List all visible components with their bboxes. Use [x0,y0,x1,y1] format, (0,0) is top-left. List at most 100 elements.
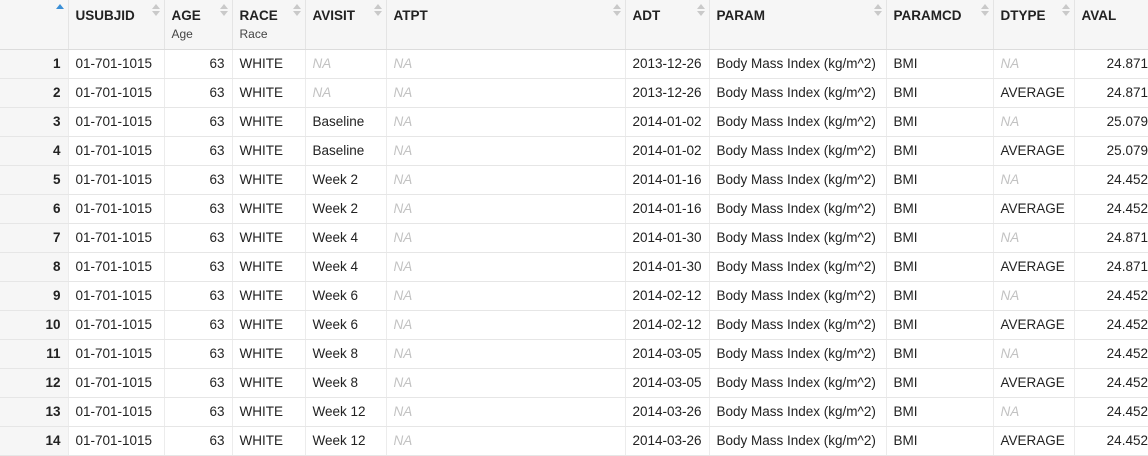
sort-arrows-icon[interactable] [56,4,64,18]
column-header-atpt[interactable]: ATPT [386,0,625,49]
cell-dtype[interactable]: NA [993,281,1074,310]
cell-paramcd[interactable]: BMI [886,252,993,281]
cell-adt[interactable]: 2014-02-12 [625,310,709,339]
cell-usubjid[interactable]: 01-701-1015 [68,107,164,136]
cell-adt[interactable]: 2014-03-26 [625,426,709,455]
cell-adt[interactable]: 2014-01-30 [625,223,709,252]
cell-avisit[interactable]: Week 8 [305,339,386,368]
cell-dtype[interactable]: AVERAGE [993,136,1074,165]
cell-usubjid[interactable]: 01-701-1015 [68,426,164,455]
cell-adt[interactable]: 2013-12-26 [625,49,709,78]
cell-aval[interactable]: 25.079271 [1074,136,1148,165]
cell-param[interactable]: Body Mass Index (kg/m^2) [709,223,886,252]
row-number[interactable]: 4 [0,136,68,165]
cell-dtype[interactable]: AVERAGE [993,252,1074,281]
cell-avisit[interactable]: Baseline [305,107,386,136]
cell-race[interactable]: WHITE [232,310,305,339]
cell-age[interactable]: 63 [164,194,232,223]
cell-adt[interactable]: 2014-01-16 [625,194,709,223]
cell-dtype[interactable]: NA [993,49,1074,78]
cell-dtype[interactable]: AVERAGE [993,310,1074,339]
cell-paramcd[interactable]: BMI [886,107,993,136]
cell-atpt[interactable]: NA [386,49,625,78]
cell-aval[interactable]: 24.871928 [1074,223,1148,252]
cell-param[interactable]: Body Mass Index (kg/m^2) [709,368,886,397]
column-header-rownum[interactable] [0,0,68,49]
cell-aval[interactable]: 24.452635 [1074,397,1148,426]
cell-aval[interactable]: 24.452635 [1074,368,1148,397]
cell-usubjid[interactable]: 01-701-1015 [68,368,164,397]
column-header-age[interactable]: AGE Age [164,0,232,49]
cell-param[interactable]: Body Mass Index (kg/m^2) [709,136,886,165]
row-number[interactable]: 1 [0,49,68,78]
cell-paramcd[interactable]: BMI [886,368,993,397]
cell-dtype[interactable]: AVERAGE [993,426,1074,455]
cell-aval[interactable]: 24.452635 [1074,165,1148,194]
cell-avisit[interactable]: Week 6 [305,281,386,310]
column-header-adt[interactable]: ADT [625,0,709,49]
cell-usubjid[interactable]: 01-701-1015 [68,194,164,223]
cell-atpt[interactable]: NA [386,78,625,107]
row-number[interactable]: 12 [0,368,68,397]
cell-avisit[interactable]: Baseline [305,136,386,165]
cell-adt[interactable]: 2014-01-02 [625,107,709,136]
sort-arrows-icon[interactable] [374,4,382,18]
cell-race[interactable]: WHITE [232,281,305,310]
row-number[interactable]: 10 [0,310,68,339]
cell-race[interactable]: WHITE [232,252,305,281]
cell-atpt[interactable]: NA [386,107,625,136]
cell-usubjid[interactable]: 01-701-1015 [68,49,164,78]
column-header-paramcd[interactable]: PARAMCD [886,0,993,49]
cell-paramcd[interactable]: BMI [886,281,993,310]
cell-atpt[interactable]: NA [386,426,625,455]
cell-paramcd[interactable]: BMI [886,78,993,107]
cell-usubjid[interactable]: 01-701-1015 [68,78,164,107]
cell-param[interactable]: Body Mass Index (kg/m^2) [709,397,886,426]
cell-usubjid[interactable]: 01-701-1015 [68,310,164,339]
row-number[interactable]: 13 [0,397,68,426]
cell-adt[interactable]: 2014-02-12 [625,281,709,310]
cell-race[interactable]: WHITE [232,194,305,223]
cell-paramcd[interactable]: BMI [886,339,993,368]
row-number[interactable]: 14 [0,426,68,455]
row-number[interactable]: 3 [0,107,68,136]
cell-atpt[interactable]: NA [386,252,625,281]
column-header-aval[interactable]: AVAL [1074,0,1148,49]
cell-age[interactable]: 63 [164,397,232,426]
cell-atpt[interactable]: NA [386,281,625,310]
cell-paramcd[interactable]: BMI [886,426,993,455]
cell-atpt[interactable]: NA [386,397,625,426]
cell-atpt[interactable]: NA [386,223,625,252]
cell-race[interactable]: WHITE [232,223,305,252]
cell-aval[interactable]: 24.871928 [1074,78,1148,107]
cell-param[interactable]: Body Mass Index (kg/m^2) [709,252,886,281]
cell-age[interactable]: 63 [164,136,232,165]
cell-aval[interactable]: 24.452635 [1074,194,1148,223]
cell-age[interactable]: 63 [164,49,232,78]
cell-avisit[interactable]: NA [305,78,386,107]
cell-paramcd[interactable]: BMI [886,194,993,223]
cell-age[interactable]: 63 [164,368,232,397]
row-number[interactable]: 6 [0,194,68,223]
cell-usubjid[interactable]: 01-701-1015 [68,397,164,426]
column-header-usubjid[interactable]: USUBJID [68,0,164,49]
cell-adt[interactable]: 2014-03-26 [625,397,709,426]
sort-arrows-icon[interactable] [1062,4,1070,18]
cell-race[interactable]: WHITE [232,78,305,107]
cell-avisit[interactable]: Week 4 [305,223,386,252]
cell-age[interactable]: 63 [164,252,232,281]
cell-atpt[interactable]: NA [386,165,625,194]
cell-race[interactable]: WHITE [232,426,305,455]
cell-usubjid[interactable]: 01-701-1015 [68,339,164,368]
cell-adt[interactable]: 2014-01-30 [625,252,709,281]
cell-avisit[interactable]: Week 12 [305,426,386,455]
cell-param[interactable]: Body Mass Index (kg/m^2) [709,426,886,455]
cell-race[interactable]: WHITE [232,339,305,368]
